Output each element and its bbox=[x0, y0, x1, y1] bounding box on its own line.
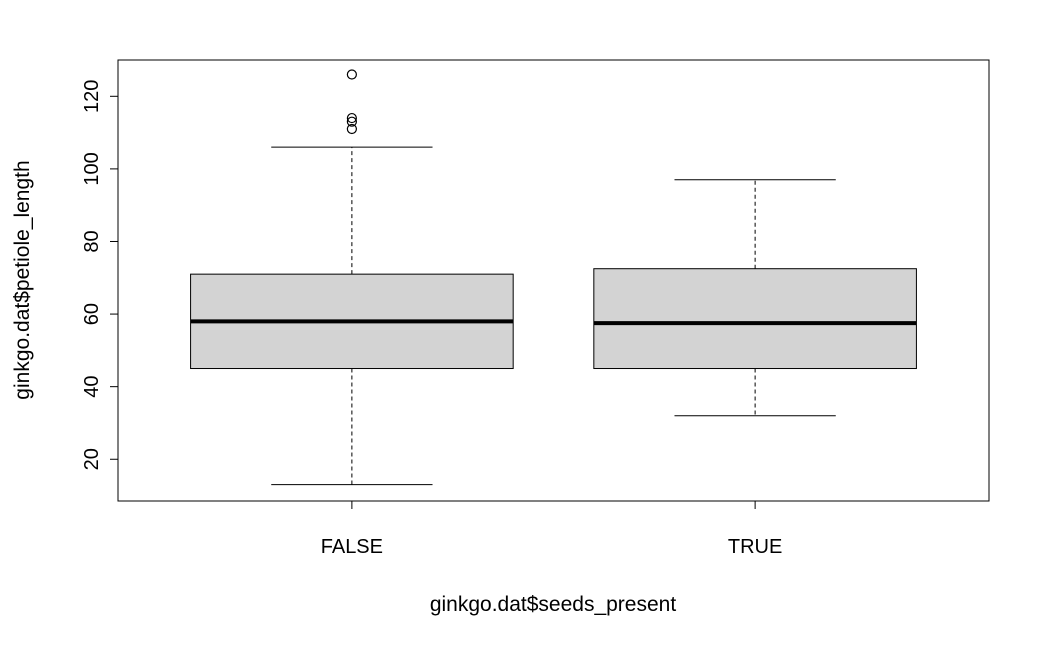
y-tick-label: 20 bbox=[81, 448, 103, 470]
box-group-true bbox=[593, 179, 917, 417]
outlier-point bbox=[346, 116, 357, 127]
boxes-layer bbox=[190, 69, 917, 486]
y-tick-label: 80 bbox=[81, 230, 103, 252]
outlier-point bbox=[346, 112, 357, 124]
y-tick-label: 100 bbox=[81, 152, 103, 185]
y-tick-label: 40 bbox=[81, 376, 103, 398]
x-tick-label-true: TRUE bbox=[728, 536, 782, 558]
y-tick-label: 120 bbox=[81, 80, 103, 113]
box-group-false bbox=[190, 69, 514, 486]
x-axis: FALSE TRUE bbox=[321, 500, 782, 558]
outlier-point bbox=[346, 69, 357, 80]
outlier-point bbox=[346, 123, 357, 135]
y-axis-label: ginkgo.dat$petiole_length bbox=[11, 160, 34, 399]
iqr-box bbox=[593, 268, 917, 370]
y-axis: 20 40 60 80 100 120 bbox=[81, 80, 119, 470]
x-axis-label: ginkgo.dat$seeds_present bbox=[430, 593, 677, 616]
y-tick-label: 60 bbox=[81, 303, 103, 325]
x-tick-label-false: FALSE bbox=[321, 536, 383, 558]
